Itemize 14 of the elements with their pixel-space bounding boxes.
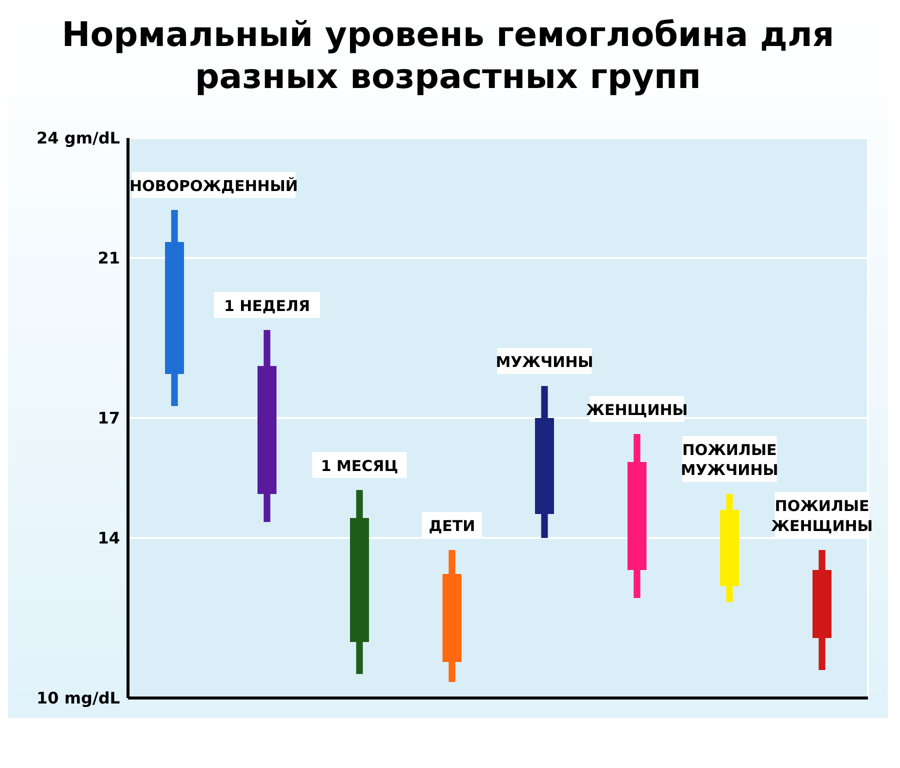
y-tick-label: 21 bbox=[98, 248, 120, 268]
chart-title: Нормальный уровень гемоглобина для разных возрастных групп bbox=[60, 14, 836, 98]
y-tick-label: 17 bbox=[98, 408, 120, 428]
y-tick-label: 24 gm/dL bbox=[36, 128, 120, 148]
x-tick-label: ПОЖИЛЫЕ ЖЕНЩИНЫ bbox=[771, 497, 873, 535]
y-tick-label: 14 bbox=[98, 528, 120, 548]
x-tick-label: НОВОРОЖДЕННЫЙ bbox=[130, 177, 298, 195]
x-tick-label: МУЖЧИНЫ bbox=[496, 353, 594, 371]
x-tick-label: ЖЕНЩИНЫ bbox=[586, 401, 688, 419]
x-tick-label: 1 НЕДЕЛЯ bbox=[224, 297, 310, 315]
x-tick-label: ПОЖИЛЫЕ МУЖЧИНЫ bbox=[680, 441, 778, 479]
y-tick-label: 10 mg/dL bbox=[36, 688, 120, 708]
x-tick-label: ДЕТИ bbox=[428, 517, 476, 535]
x-tick-label: 1 МЕСЯЦ bbox=[320, 457, 398, 475]
